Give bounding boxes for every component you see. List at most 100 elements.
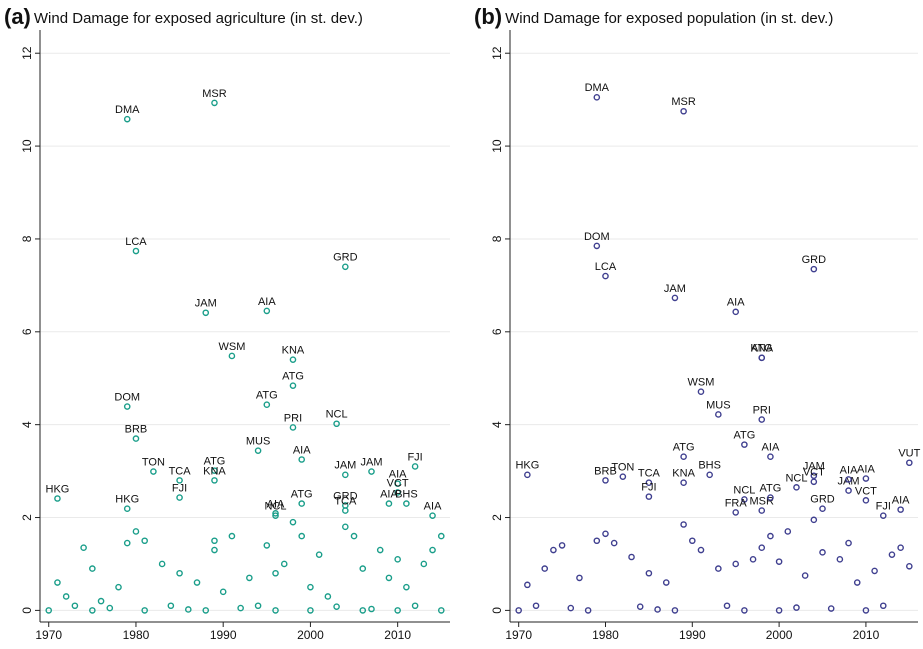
x-tick-label: 2000 xyxy=(297,628,324,642)
point xyxy=(758,507,766,514)
point xyxy=(775,558,783,565)
point xyxy=(394,556,401,563)
point-label: HKG xyxy=(46,483,70,495)
point xyxy=(429,546,436,554)
point xyxy=(697,546,705,554)
point-label: FJI xyxy=(407,451,422,463)
point xyxy=(662,579,670,586)
point-label: JAM xyxy=(664,283,686,295)
point-label: PRI xyxy=(753,404,771,416)
point xyxy=(697,388,705,396)
point xyxy=(550,546,557,554)
point xyxy=(715,565,722,572)
point xyxy=(767,494,774,501)
point xyxy=(403,500,410,507)
point xyxy=(228,352,236,360)
point xyxy=(62,593,70,600)
point xyxy=(879,602,887,610)
point xyxy=(645,569,653,577)
point xyxy=(89,565,96,572)
point xyxy=(298,500,306,507)
point xyxy=(263,307,271,315)
point xyxy=(680,521,687,528)
point xyxy=(263,401,271,409)
point xyxy=(810,265,818,273)
panel-label: (a) xyxy=(4,4,31,29)
point xyxy=(333,420,340,428)
point xyxy=(888,551,896,558)
point xyxy=(576,574,583,582)
point xyxy=(619,473,627,480)
point xyxy=(394,607,401,614)
y-tick-label: 0 xyxy=(20,607,34,614)
point xyxy=(54,579,61,586)
point-label: AIA xyxy=(762,442,780,454)
point xyxy=(394,489,401,496)
point-label: VCT xyxy=(855,485,877,497)
point-label: FJI xyxy=(172,482,187,494)
point-label: ATG xyxy=(760,482,782,494)
point xyxy=(524,471,531,479)
point-label: TCA xyxy=(169,465,192,477)
point xyxy=(610,539,618,547)
point-label: JAM xyxy=(334,460,356,472)
point xyxy=(593,242,601,250)
point-label: LCA xyxy=(125,236,147,248)
point xyxy=(211,467,218,474)
point xyxy=(289,518,297,526)
point xyxy=(385,574,393,582)
point-label: WSM xyxy=(688,377,715,389)
point xyxy=(827,605,835,612)
point xyxy=(862,607,870,614)
point xyxy=(272,512,279,519)
point xyxy=(862,475,870,482)
point-label: BRB xyxy=(125,424,148,436)
point xyxy=(680,107,687,115)
point xyxy=(45,607,53,614)
point xyxy=(272,569,279,577)
point xyxy=(862,497,870,504)
point-label: AIA xyxy=(380,489,398,501)
point xyxy=(219,588,227,596)
point xyxy=(141,607,148,614)
y-tick-label: 2 xyxy=(490,514,504,521)
point xyxy=(106,604,114,612)
point xyxy=(193,579,201,586)
point-label: NCL xyxy=(785,472,807,484)
point-label: JAM xyxy=(803,461,825,473)
point xyxy=(758,544,766,552)
point xyxy=(532,602,540,610)
point-label: NCL xyxy=(265,501,287,513)
point xyxy=(202,607,210,614)
point xyxy=(211,546,218,554)
point-label: ATG xyxy=(673,442,695,454)
y-tick-label: 4 xyxy=(20,421,34,428)
point-label: TCA xyxy=(334,495,357,507)
x-tick-label: 1970 xyxy=(35,628,62,642)
point-label: FJI xyxy=(876,501,891,513)
x-tick-label: 1990 xyxy=(679,628,706,642)
point xyxy=(732,509,740,516)
point-label: DOM xyxy=(584,231,610,243)
point-label: BHS xyxy=(395,489,418,501)
x-tick-label: 1990 xyxy=(210,628,237,642)
point xyxy=(897,544,904,552)
point-label: LCA xyxy=(595,261,617,273)
point-label: AIA xyxy=(258,296,276,308)
chart-title: Wind Damage for exposed population (in s… xyxy=(505,10,833,27)
point xyxy=(342,507,349,514)
point xyxy=(132,435,140,442)
point-label: DMA xyxy=(585,82,610,94)
point-label: PRI xyxy=(284,412,302,424)
point xyxy=(645,479,653,487)
point xyxy=(602,530,609,538)
y-tick-label: 6 xyxy=(20,328,34,335)
point-label: MSR xyxy=(671,96,696,108)
point xyxy=(376,546,384,554)
point xyxy=(602,272,609,280)
x-tick-label: 1980 xyxy=(123,628,150,642)
point xyxy=(272,510,279,517)
point xyxy=(394,480,401,487)
